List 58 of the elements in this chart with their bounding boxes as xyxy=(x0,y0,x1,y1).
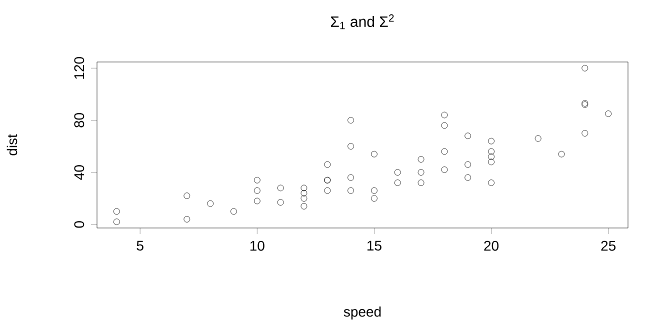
point xyxy=(488,180,494,186)
point xyxy=(348,143,354,150)
y-tick-label: 0 xyxy=(74,221,84,228)
point xyxy=(277,199,284,206)
point xyxy=(371,195,378,202)
y-tick-label: 80 xyxy=(74,112,84,128)
y-tick-label: 120 xyxy=(74,57,84,79)
point xyxy=(418,156,424,163)
point xyxy=(488,154,494,160)
point xyxy=(348,117,354,124)
point xyxy=(113,208,120,215)
point xyxy=(113,218,120,226)
point xyxy=(348,174,354,181)
point xyxy=(464,174,472,181)
point xyxy=(488,138,494,144)
point xyxy=(324,161,331,168)
point xyxy=(230,208,237,215)
point xyxy=(324,187,331,194)
point xyxy=(441,112,448,118)
point xyxy=(464,161,472,168)
point xyxy=(394,180,401,186)
x-tick-label: 10 xyxy=(250,240,264,251)
chart-title: Σ$_{1}$ and Σ$^{2}$ xyxy=(330,14,394,30)
x-tick-label: 15 xyxy=(367,240,382,251)
point xyxy=(371,150,378,158)
point xyxy=(300,184,308,192)
point xyxy=(534,135,542,142)
point xyxy=(300,195,308,202)
point xyxy=(300,203,308,210)
point xyxy=(464,132,472,140)
point xyxy=(582,130,588,136)
point xyxy=(582,64,588,72)
point xyxy=(184,192,190,199)
x-tick-label: 25 xyxy=(601,240,616,251)
x-tick-label: 20 xyxy=(484,240,499,251)
point xyxy=(558,150,565,158)
point xyxy=(488,158,494,166)
point xyxy=(207,200,214,207)
x-axis-title: speed xyxy=(344,306,381,320)
point xyxy=(441,122,448,129)
y-tick-label: 40 xyxy=(74,165,84,180)
point xyxy=(418,169,424,176)
point xyxy=(418,180,424,186)
y-axis-title: dist xyxy=(6,134,18,156)
point xyxy=(184,216,190,222)
point xyxy=(488,148,494,155)
point xyxy=(254,187,260,194)
point xyxy=(394,169,401,176)
point xyxy=(605,110,612,117)
point xyxy=(371,187,378,194)
point xyxy=(254,176,260,184)
point xyxy=(277,184,284,192)
point xyxy=(441,148,448,155)
point xyxy=(441,166,448,173)
point xyxy=(254,198,260,204)
point xyxy=(300,190,308,196)
point xyxy=(348,187,354,194)
x-tick-label: 5 xyxy=(136,240,144,251)
